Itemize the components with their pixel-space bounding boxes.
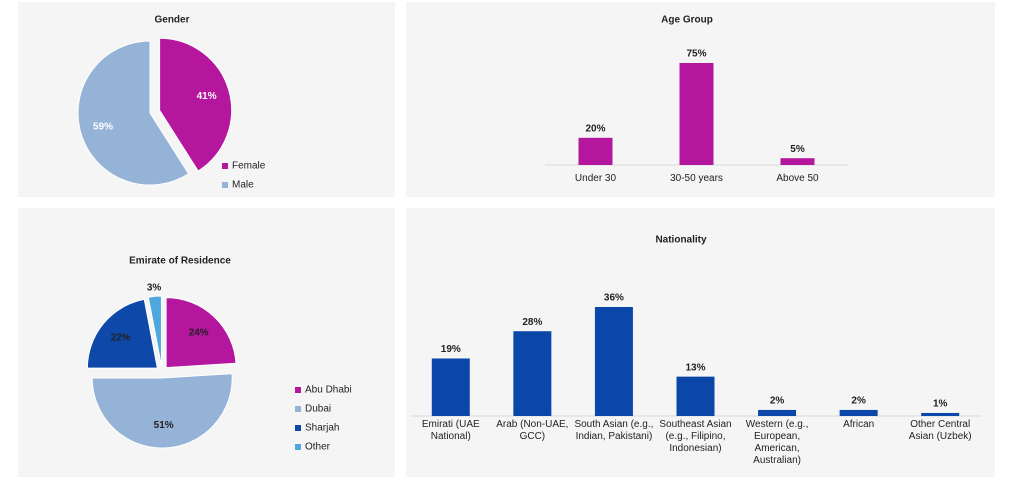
data-label: 1%: [933, 399, 948, 410]
category-label: 30-50 years: [670, 173, 723, 184]
legend-label: Male: [232, 180, 254, 191]
legend-label: Sharjah: [305, 423, 339, 434]
legend-swatch: [295, 444, 301, 450]
x-tick-label: Arab (Non-UAE, GCC): [496, 419, 569, 442]
data-label: 75%: [686, 49, 706, 60]
data-label: 28%: [522, 317, 542, 328]
legend-swatch: [295, 387, 301, 393]
panel: [406, 208, 995, 477]
bar: [431, 358, 470, 416]
legend-label: Female: [232, 161, 266, 172]
category-label: Emirati (UAE National): [421, 419, 480, 442]
data-label: 13%: [685, 362, 705, 373]
pie-label: 22%: [111, 332, 131, 343]
category-label: Under 30: [574, 173, 617, 184]
data-label: 20%: [585, 123, 605, 134]
chart-title: Nationality: [655, 235, 707, 246]
data-label: 2%: [851, 396, 866, 407]
x-tick-label: Above 50: [776, 173, 819, 184]
legend-swatch: [295, 425, 301, 431]
pie-slice: [77, 40, 190, 186]
bar: [676, 376, 715, 416]
data-label: 5%: [790, 144, 805, 155]
category-label: Other Central Asian (Uzbek): [908, 419, 972, 442]
pie-label: 51%: [154, 420, 174, 431]
legend-label: Dubai: [305, 404, 331, 415]
chart-title: Emirate of Residence: [129, 256, 231, 267]
pie-label: 24%: [189, 328, 209, 339]
x-tick-label: African: [843, 419, 875, 430]
pie-slice: [165, 297, 237, 369]
x-tick-label: Other Central Asian (Uzbek): [908, 419, 972, 442]
category-label: Arab (Non-UAE, GCC): [496, 419, 569, 442]
pie-slice: [147, 295, 162, 367]
x-tick-label: Under 30: [574, 173, 617, 184]
data-label: 36%: [604, 293, 624, 304]
legend-label: Other: [305, 442, 331, 453]
chart-title: Age Group: [661, 15, 713, 26]
legend-swatch: [222, 163, 228, 169]
bar: [594, 307, 633, 416]
bar: [921, 412, 960, 416]
chart-title: Gender: [154, 15, 189, 26]
bar: [679, 63, 714, 165]
pie-slice: [91, 373, 233, 449]
category-label: Southeast Asian (e.g., Filipino, Indones…: [659, 419, 732, 454]
legend-swatch: [222, 182, 228, 188]
category-label: Above 50: [776, 173, 819, 184]
legend-swatch: [295, 406, 301, 412]
x-tick-label: Emirati (UAE National): [421, 419, 480, 442]
x-tick-label: 30-50 years: [670, 173, 723, 184]
bar: [839, 409, 878, 416]
bar: [780, 158, 815, 165]
pie-label: 41%: [197, 91, 217, 102]
data-label: 19%: [441, 344, 461, 355]
x-tick-label: Western (e.g., European, American, Austr…: [745, 419, 809, 466]
bar: [513, 331, 552, 416]
data-label: 2%: [770, 396, 785, 407]
bar: [578, 137, 613, 165]
legend-label: Abu Dhabi: [305, 385, 352, 396]
x-tick-label: South Asian (e.g., Indian, Pakistani): [574, 419, 654, 442]
category-label: African: [843, 419, 875, 430]
pie-slice: [86, 298, 158, 369]
bar: [758, 409, 797, 416]
category-label: Western (e.g., European, American, Austr…: [745, 419, 809, 466]
x-tick-label: Southeast Asian (e.g., Filipino, Indones…: [659, 419, 732, 454]
pie-label: 59%: [93, 121, 113, 132]
pie-label: 3%: [147, 283, 162, 294]
category-label: South Asian (e.g., Indian, Pakistani): [574, 419, 654, 442]
pie-slice: [159, 37, 233, 172]
